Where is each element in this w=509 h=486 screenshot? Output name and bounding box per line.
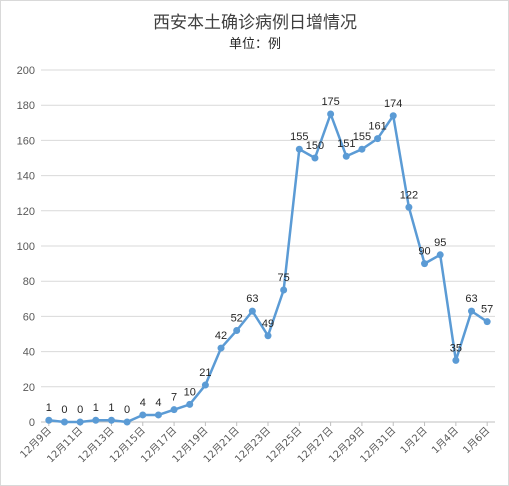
data-point [264,332,272,340]
y-tick-label: 20 [23,382,35,394]
data-label: 155 [353,131,371,143]
data-label: 1 [46,402,52,414]
data-label: 63 [246,293,258,305]
data-label: 10 [184,386,196,398]
data-label: 21 [199,367,211,379]
data-point [468,307,476,315]
data-label: 7 [171,392,177,404]
data-label: 4 [140,397,146,409]
data-point [107,416,115,424]
y-tick-label: 120 [17,206,35,218]
data-point [374,135,382,143]
y-tick-label: 80 [23,276,35,288]
data-label: 57 [481,304,493,316]
data-label: 155 [290,131,308,143]
data-label: 52 [231,312,243,324]
data-point [76,418,84,426]
data-label: 90 [418,246,430,258]
data-label: 1 [93,402,99,414]
data-point [170,406,178,414]
series-confirmed [45,110,491,426]
data-point [92,416,100,424]
x-tick-label: 1月6日 [461,425,493,457]
data-point [248,307,256,315]
y-tick-label: 100 [17,241,35,253]
data-point [123,418,131,426]
data-label: 161 [368,121,386,133]
data-label: 42 [215,330,227,342]
data-label: 35 [450,342,462,354]
data-label: 0 [77,404,83,416]
y-axis: 0 20 40 60 80 100 120 140 160 180 200 [17,65,35,429]
y-tick-label: 60 [23,311,35,323]
data-point [186,400,194,408]
data-point [154,411,162,419]
data-point [233,326,241,334]
data-point [483,318,491,326]
gridlines [41,69,495,388]
data-label: 122 [400,189,418,201]
y-tick-label: 200 [17,65,35,77]
y-tick-label: 160 [17,135,35,147]
x-axis: 12月9日12月11日12月13日12月15日12月17日12月19日12月21… [18,421,495,465]
data-label: 174 [384,98,402,110]
data-label: 0 [124,404,130,416]
data-point [452,356,460,364]
data-point [201,381,209,389]
data-label: 0 [61,404,67,416]
x-tick-label: 1月4日 [429,425,461,457]
y-tick-label: 0 [29,417,35,429]
data-point [311,154,319,162]
data-label: 4 [155,397,161,409]
data-point [342,152,350,160]
chart-title: 西安本土确诊病例日增情况 [153,13,357,33]
data-label: 95 [434,237,446,249]
data-label: 63 [465,293,477,305]
data-labels: 1 0 0 1 1 04 4 7 1021425263497515515017515115516… [46,96,494,416]
series-line [48,112,488,424]
data-point [280,286,288,294]
data-label: 175 [321,96,339,108]
data-point [405,203,413,211]
y-tick-label: 40 [23,347,35,359]
x-tick-label: 1月2日 [398,425,430,457]
data-point [45,416,53,424]
data-point [295,145,303,153]
data-point [139,411,147,419]
y-tick-label: 180 [17,100,35,112]
data-label: 150 [306,140,324,152]
data-point [60,418,68,426]
data-label: 49 [262,318,274,330]
data-label: 75 [278,272,290,284]
data-point [389,112,397,120]
data-point [436,251,444,259]
data-point [358,145,366,153]
data-label: 151 [337,138,355,150]
data-point [217,344,225,352]
chart-subtitle: 单位：例 [229,37,281,52]
data-point [327,110,335,118]
data-label: 1 [108,402,114,414]
y-tick-label: 140 [17,171,35,183]
data-point [421,260,429,268]
